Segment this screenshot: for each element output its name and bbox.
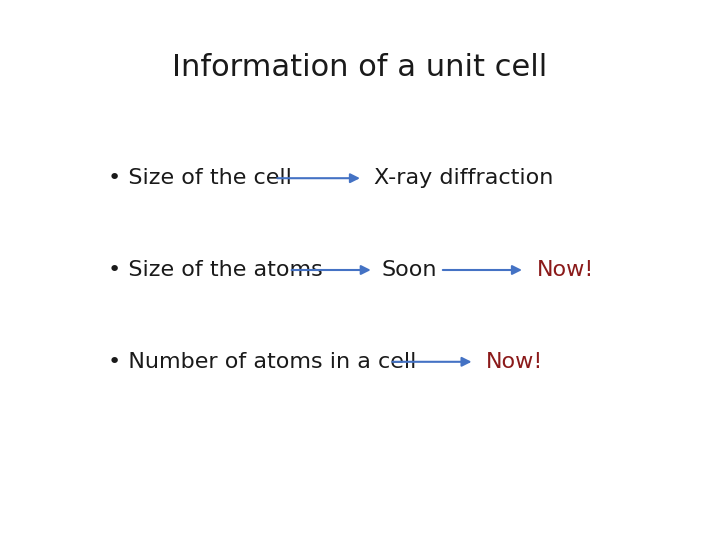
Text: • Size of the cell: • Size of the cell [108,168,292,188]
Text: • Size of the atoms: • Size of the atoms [108,260,323,280]
Text: Now!: Now! [536,260,594,280]
Text: Information of a unit cell: Information of a unit cell [172,53,548,82]
Text: Now!: Now! [486,352,544,372]
Text: • Number of atoms in a cell: • Number of atoms in a cell [108,352,416,372]
Text: X-ray diffraction: X-ray diffraction [374,168,554,188]
Text: Soon: Soon [382,260,437,280]
